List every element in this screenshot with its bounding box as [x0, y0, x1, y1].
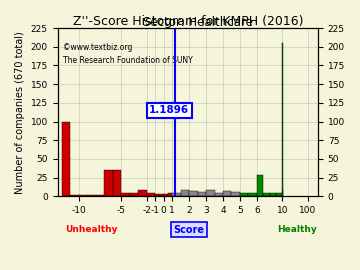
Bar	[87, 195, 96, 196]
Bar	[147, 193, 155, 196]
Text: Healthy: Healthy	[276, 225, 316, 234]
Bar	[181, 190, 189, 196]
Text: Score: Score	[174, 225, 204, 235]
Bar	[138, 190, 147, 196]
Bar	[155, 194, 159, 196]
Text: ©www.textbiz.org: ©www.textbiz.org	[63, 43, 132, 52]
Bar	[163, 194, 168, 196]
Title: Z''-Score Histogram for KMPH (2016): Z''-Score Histogram for KMPH (2016)	[72, 15, 303, 28]
Bar	[257, 176, 263, 196]
Bar	[62, 122, 70, 196]
Bar	[159, 194, 163, 196]
Bar	[79, 195, 87, 196]
Bar	[248, 193, 257, 196]
Bar	[172, 193, 181, 196]
Bar	[104, 170, 113, 196]
Bar	[70, 195, 79, 196]
Bar	[215, 193, 223, 196]
Bar	[189, 191, 198, 196]
Y-axis label: Number of companies (670 total): Number of companies (670 total)	[15, 31, 25, 194]
Bar	[240, 193, 248, 196]
Text: Sector: Healthcare: Sector: Healthcare	[143, 16, 253, 29]
Bar	[270, 193, 276, 196]
Bar	[276, 193, 282, 196]
Bar	[198, 192, 206, 196]
Bar	[263, 193, 270, 196]
Bar	[168, 193, 172, 196]
Bar	[206, 190, 215, 196]
Text: 1.1896: 1.1896	[149, 105, 189, 115]
Bar	[130, 193, 138, 196]
Text: The Research Foundation of SUNY: The Research Foundation of SUNY	[63, 56, 193, 65]
Bar	[113, 170, 121, 196]
Text: Unhealthy: Unhealthy	[65, 225, 118, 234]
Bar	[223, 191, 231, 196]
Bar	[231, 192, 240, 196]
Bar	[121, 193, 130, 196]
Bar	[96, 195, 104, 196]
